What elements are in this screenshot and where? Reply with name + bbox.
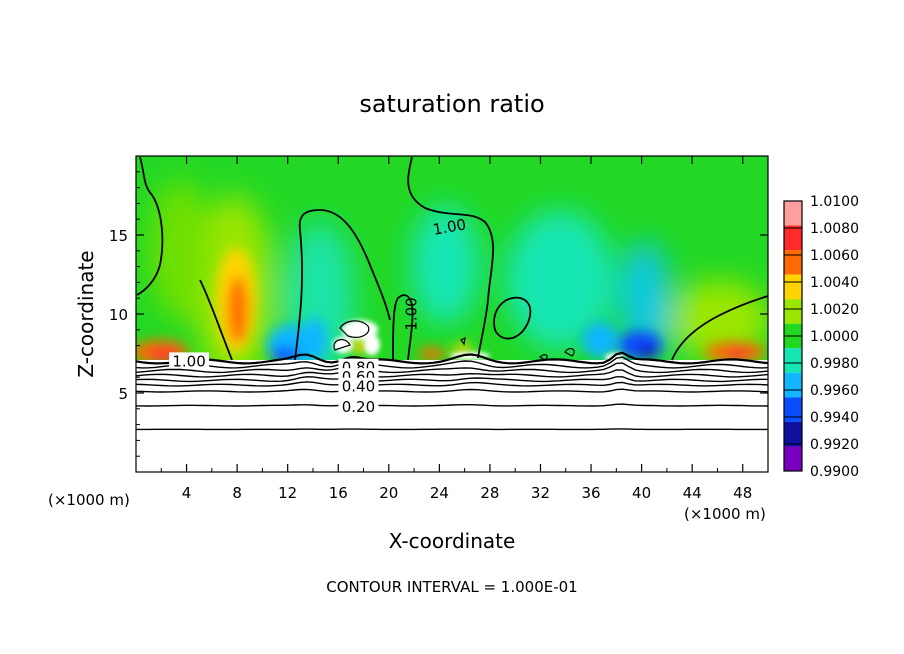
contour-label: 1.00: [172, 352, 205, 370]
colorbar-label: 0.9980: [810, 356, 859, 372]
x-axis-unit-left: (×1000 m): [48, 491, 130, 509]
contour-line-low: [136, 388, 768, 393]
x-tick-label: 44: [683, 484, 702, 502]
x-axis-unit-right: (×1000 m): [684, 505, 766, 523]
x-tick-label: 4: [182, 484, 192, 502]
plot-area: 1.001.001.00 0.800.600.400.20: [136, 156, 768, 472]
contour-line-low: [136, 351, 768, 365]
contour-line-low: [136, 356, 768, 369]
x-tick-label: 8: [232, 484, 242, 502]
contour-label: 0.40: [342, 378, 375, 396]
contour-interval-note: CONTOUR INTERVAL = 1.000E-01: [326, 578, 577, 596]
y-tick-label: 10: [109, 306, 128, 324]
contour-label-bg: [169, 352, 210, 369]
x-tick-label: 36: [581, 484, 600, 502]
field-patches: [150, 180, 768, 385]
x-tick-label: 28: [480, 484, 499, 502]
contour-line-low: [136, 369, 768, 378]
contours-upper: [136, 156, 768, 361]
colorbar-label: 1.0060: [810, 248, 859, 264]
contour-label-bg: [338, 377, 379, 394]
colorbar-swatch: [784, 397, 802, 422]
colorbar-swatch: [784, 225, 802, 251]
colorbar-label: 0.9920: [810, 437, 859, 453]
contour-1.00-center: [199, 209, 391, 361]
colorbar-swatch: [784, 421, 802, 447]
contours-lower: [136, 351, 768, 431]
cloud-edge-blobs: [333, 320, 625, 363]
x-tick-label: 48: [733, 484, 752, 502]
contour-label: 1.00: [431, 215, 467, 239]
x-tick-label: 24: [430, 484, 449, 502]
colorbar-label: 0.9900: [810, 464, 859, 480]
chart-title: saturation ratio: [359, 90, 544, 118]
contour-1.00-loop: [493, 296, 532, 340]
x-tick-label: 12: [278, 484, 297, 502]
contour-line-low: [136, 362, 768, 374]
contour-1.00-left: [136, 156, 164, 296]
colorbar-label: 1.0000: [810, 329, 859, 345]
x-axis-ticks: 4 8 12 16 20 24 28 32 36 40 44 48: [160, 156, 752, 502]
contour-line-low: [136, 403, 768, 407]
x-tick-label: 20: [379, 484, 398, 502]
contour-small-blobs: [333, 320, 575, 361]
y-tick-label: 15: [109, 227, 128, 245]
contour-1.00-mid: [392, 294, 414, 361]
colorbar-label: 1.0080: [810, 221, 859, 237]
contour-label: 1.00: [403, 297, 421, 330]
colorbar-swatch: [784, 372, 802, 398]
colorbar: 1.0100 1.0080 1.0060 1.0040 1.0020 1.0000 0.99…: [783, 194, 859, 480]
colorbar-swatch: [784, 446, 802, 471]
colorbar-label: 0.9960: [810, 383, 859, 399]
colorbar-swatch: [784, 274, 802, 300]
contour-line-low: [136, 376, 768, 383]
contour-1.00-right: [671, 295, 768, 361]
y-axis-ticks: 5 10 15: [109, 171, 768, 457]
x-tick-label: 40: [632, 484, 651, 502]
colorbar-label: 1.0100: [810, 194, 859, 210]
colorbar-swatch: [784, 348, 802, 373]
colorbar-swatch: [784, 201, 802, 226]
y-tick-label: 5: [118, 385, 128, 403]
colorbar-swatch: [784, 299, 802, 324]
y-axis-label: Z-coordinate: [74, 250, 98, 377]
contour-label: 0.20: [342, 398, 375, 416]
contour-labels: 1.001.001.00 0.800.600.400.20: [169, 215, 467, 416]
contour-line-low: [136, 428, 768, 431]
x-tick-label: 32: [531, 484, 550, 502]
colorbar-label: 1.0020: [810, 302, 859, 318]
colorbar-swatch: [784, 250, 802, 275]
x-axis-label: X-coordinate: [389, 529, 516, 553]
contour-label-bg: [338, 398, 379, 415]
colorbar-label: 0.9940: [810, 410, 859, 426]
x-tick-label: 16: [329, 484, 348, 502]
colorbar-label: 1.0040: [810, 275, 859, 291]
contour-1.00-tall: [407, 156, 495, 359]
subsaturated-region: [136, 360, 768, 472]
contour-line-low: [136, 381, 768, 387]
